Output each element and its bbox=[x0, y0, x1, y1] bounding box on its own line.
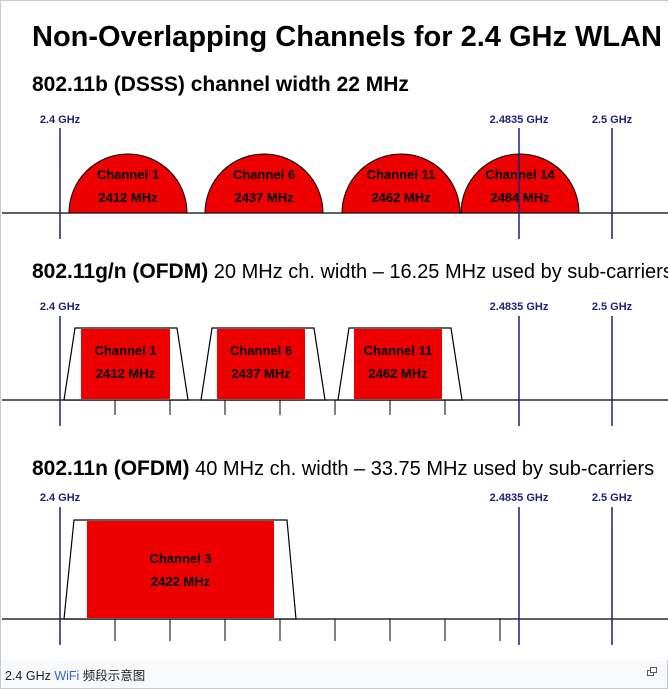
wlan-channel-figure[interactable]: Non-Overlapping Channels for 2.4 GHz WLA… bbox=[2, 2, 668, 660]
frequency-marker-label: 2.4 GHz bbox=[40, 492, 81, 504]
caption-wifi-link[interactable]: WiFi bbox=[54, 669, 80, 683]
channel-label: Channel 3 bbox=[149, 551, 211, 566]
channel-frequency: 2462 MHz bbox=[371, 190, 431, 205]
section-ofdm-20-plot: Channel 1 2412 MHz Channel 6 2437 MHz Channe… bbox=[2, 301, 668, 426]
enlarge-icon[interactable] bbox=[647, 667, 657, 676]
channel-frequency: 2437 MHz bbox=[234, 190, 294, 205]
channel-frequency: 2437 MHz bbox=[231, 366, 291, 381]
channel-label: Channel 11 bbox=[364, 343, 433, 358]
channel-label: Channel 1 bbox=[94, 343, 156, 358]
wlan-channel-diagram: Non-Overlapping Channels for 2.4 GHz WLA… bbox=[2, 21, 668, 645]
frequency-marker-label: 2.5 GHz bbox=[592, 301, 633, 313]
section-ofdm-20: 802.11g/n (OFDM) 20 MHz ch. width – 16.2… bbox=[2, 260, 668, 426]
channel-subcarriers-channel-11 bbox=[354, 329, 442, 399]
section-ofdm-40-heading: 802.11n (OFDM) 40 MHz ch. width – 33.75 … bbox=[32, 457, 654, 480]
channel-shape-channel-1 bbox=[68, 153, 188, 214]
channel-subcarriers-channel-6 bbox=[217, 329, 305, 399]
channel-shape-channel-6 bbox=[204, 153, 324, 214]
section-ofdm-40: 802.11n (OFDM) 40 MHz ch. width – 33.75 … bbox=[2, 457, 668, 645]
channel-label: Channel 11 bbox=[367, 167, 436, 182]
channel-label: Channel 1 bbox=[97, 167, 159, 182]
frequency-marker-label: 2.4 GHz bbox=[40, 301, 81, 313]
frequency-marker-label: 2.4 GHz bbox=[40, 114, 81, 126]
section-dsss-heading: 802.11b (DSSS) channel width 22 MHz bbox=[32, 73, 409, 96]
caption-suffix: 频段示意图 bbox=[79, 669, 146, 683]
frequency-marker-label: 2.4835 GHz bbox=[490, 301, 549, 313]
section-ofdm-40-plot: Channel 3 2422 MHz 2.4 GHz 2.4835 GHz 2.5 GH… bbox=[2, 492, 668, 645]
channel-subcarriers-channel-3 bbox=[87, 521, 274, 618]
caption-prefix: 2.4 GHz bbox=[5, 669, 55, 683]
channel-frequency: 2462 MHz bbox=[368, 366, 428, 381]
channel-frequency: 2484 MHz bbox=[490, 190, 550, 205]
channel-frequency: 2422 MHz bbox=[151, 574, 211, 589]
section-dsss: 802.11b (DSSS) channel width 22 MHz Chan… bbox=[2, 73, 668, 239]
channel-shape-channel-14 bbox=[460, 153, 580, 214]
channel-frequency: 2412 MHz bbox=[98, 190, 158, 205]
channel-label: Channel 14 bbox=[485, 167, 555, 182]
section-ofdm-20-heading: 802.11g/n (OFDM) 20 MHz ch. width – 16.2… bbox=[32, 260, 668, 283]
frequency-marker-label: 2.5 GHz bbox=[592, 492, 633, 504]
frequency-marker-label: 2.4835 GHz bbox=[490, 114, 549, 126]
figure-caption: 2.4 GHz WiFi 频段示意图 bbox=[5, 665, 145, 684]
figure-title: Non-Overlapping Channels for 2.4 GHz WLA… bbox=[32, 21, 662, 53]
channel-frequency: 2412 MHz bbox=[96, 366, 156, 381]
frequency-marker-label: 2.5 GHz bbox=[592, 114, 633, 126]
channel-label: Channel 6 bbox=[230, 343, 292, 358]
channel-subcarriers-channel-1 bbox=[81, 329, 170, 399]
frequency-marker-label: 2.4835 GHz bbox=[490, 492, 549, 504]
channel-shape-channel-11 bbox=[341, 153, 461, 214]
section-dsss-plot: Channel 1 2412 MHz Channel 6 2437 MHz Channe… bbox=[2, 114, 668, 239]
channel-label: Channel 6 bbox=[233, 167, 295, 182]
